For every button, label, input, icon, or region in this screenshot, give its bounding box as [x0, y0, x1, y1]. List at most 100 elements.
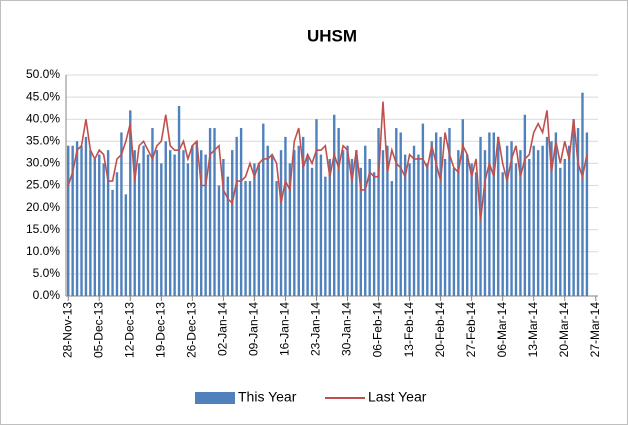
- bar: [168, 150, 172, 296]
- bar: [355, 150, 358, 296]
- bar: [120, 132, 123, 296]
- bar: [497, 136, 500, 296]
- bar: [403, 154, 407, 296]
- bar: [262, 123, 265, 297]
- bar: [457, 150, 460, 296]
- bar: [576, 128, 580, 296]
- x-tick-label: 20-Feb-14: [433, 302, 447, 358]
- y-tick-label: 15.0%: [26, 222, 60, 236]
- bar: [239, 128, 243, 296]
- bar: [288, 163, 292, 296]
- bar: [204, 154, 207, 296]
- chart-title: UHSM: [307, 26, 357, 45]
- x-tick-label: 06-Mar-14: [495, 302, 509, 358]
- bar: [235, 136, 238, 296]
- legend-label: Last Year: [368, 389, 427, 405]
- x-tick-label: 13-Feb-14: [402, 302, 416, 358]
- bar: [111, 189, 114, 296]
- line: [67, 101, 588, 221]
- bar: [532, 145, 535, 296]
- legend-swatch: [195, 392, 235, 404]
- bar: [89, 150, 92, 296]
- bar: [528, 158, 531, 296]
- bar: [200, 150, 203, 296]
- bar: [106, 150, 110, 296]
- bar: [470, 163, 473, 296]
- bar: [266, 145, 269, 296]
- bar: [191, 145, 194, 296]
- bar: [492, 132, 496, 296]
- bar: [519, 150, 522, 296]
- bar: [67, 145, 70, 296]
- x-tick-label: 06-Feb-14: [371, 302, 385, 358]
- x-tick-label: 12-Dec-13: [122, 302, 136, 358]
- bar: [231, 150, 234, 296]
- bar: [182, 150, 185, 296]
- bar: [461, 119, 464, 296]
- bar: [554, 132, 558, 296]
- y-tick-label: 50.0%: [26, 67, 60, 81]
- bar: [75, 141, 79, 296]
- bar: [386, 145, 389, 296]
- y-tick-label: 20.0%: [26, 200, 60, 214]
- x-tick-label: 09-Jan-14: [247, 302, 261, 356]
- y-tick-label: 25.0%: [26, 178, 60, 192]
- bar: [523, 114, 527, 296]
- bar: [115, 172, 119, 296]
- x-tick-label: 13-Mar-14: [526, 302, 540, 358]
- bar: [315, 119, 318, 296]
- x-tick-label: 23-Jan-14: [309, 302, 323, 356]
- bar: [208, 128, 212, 296]
- x-tick-label: 27-Feb-14: [464, 302, 478, 358]
- bar: [364, 145, 367, 296]
- bar: [129, 110, 132, 296]
- bar: [164, 141, 167, 296]
- bar: [279, 150, 283, 296]
- bar: [80, 145, 83, 296]
- bar: [98, 154, 101, 296]
- bar: [452, 167, 456, 296]
- y-tick-label: 30.0%: [26, 156, 60, 170]
- bar: [541, 145, 544, 296]
- bar: [581, 92, 584, 297]
- bar: [474, 172, 478, 296]
- bar: [536, 150, 540, 296]
- x-tick-label: 20-Mar-14: [557, 302, 571, 358]
- bar: [301, 136, 305, 296]
- bar: [248, 181, 252, 296]
- x-tick-label: 26-Dec-13: [185, 302, 199, 358]
- bar: [368, 158, 371, 296]
- bar: [567, 145, 571, 296]
- bar: [505, 145, 509, 296]
- x-tick-label: 27-Mar-14: [588, 302, 602, 358]
- bar: [430, 141, 433, 296]
- bar: [559, 167, 562, 296]
- legend-label: This Year: [238, 389, 297, 405]
- bar: [443, 158, 447, 296]
- y-tick-label: 0.0%: [33, 288, 61, 302]
- bar: [501, 172, 504, 296]
- bar: [142, 145, 145, 296]
- x-tick-label: 19-Dec-13: [153, 302, 167, 358]
- bar: [177, 105, 181, 296]
- bar: [328, 158, 331, 296]
- bar: [333, 114, 336, 296]
- bar: [293, 150, 296, 296]
- bar: [550, 141, 553, 296]
- bar: [514, 163, 518, 296]
- bar: [488, 132, 491, 296]
- bar: [585, 132, 589, 296]
- bar: [155, 150, 159, 296]
- bar: [412, 145, 416, 296]
- bar: [359, 167, 363, 296]
- y-tick-label: 45.0%: [26, 89, 60, 103]
- x-tick-label: 30-Jan-14: [340, 302, 354, 356]
- bar: [572, 119, 575, 296]
- bar: [173, 154, 176, 296]
- bar: [377, 128, 380, 296]
- bar: [133, 150, 136, 296]
- bar: [439, 136, 442, 296]
